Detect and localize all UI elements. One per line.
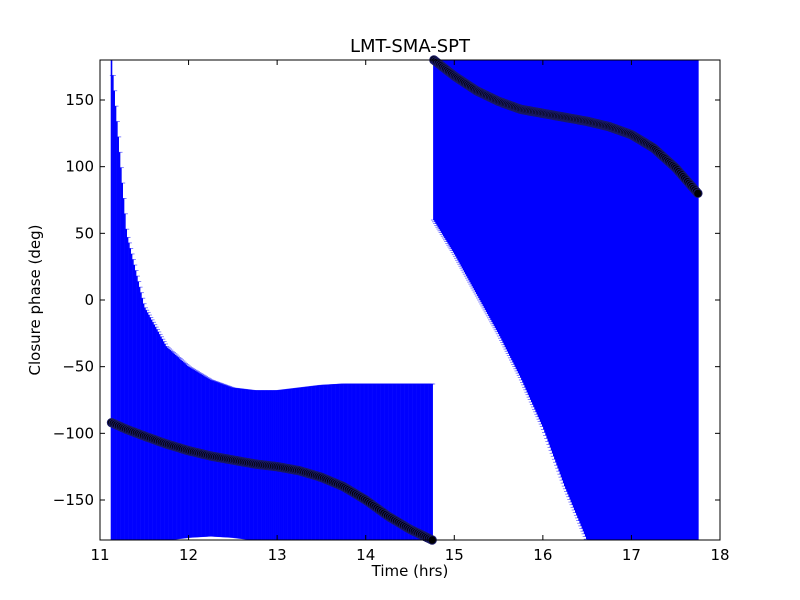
y-tick-label: 100 [65, 158, 94, 176]
y-tick-label: 50 [75, 224, 94, 242]
x-tick-label: 16 [533, 546, 552, 564]
chart-title: LMT-SMA-SPT [350, 36, 471, 57]
x-axis-label: Time (hrs) [371, 562, 449, 580]
y-tick-label: 0 [84, 291, 94, 309]
y-tick-label: 150 [65, 91, 94, 109]
x-axis-ticks: 11 12 13 14 15 16 17 18 [90, 60, 730, 564]
y-tick-label: −50 [62, 358, 94, 376]
y-tick-label: −100 [53, 424, 94, 442]
y-tick-label: −150 [53, 491, 94, 509]
x-tick-label: 15 [445, 546, 464, 564]
x-tick-label: 18 [710, 546, 729, 564]
x-tick-label: 17 [622, 546, 641, 564]
data-point [693, 188, 703, 199]
x-tick-label: 13 [268, 546, 287, 564]
y-axis-ticks: −150 −100 −50 0 50 100 150 [53, 91, 720, 509]
x-tick-label: 14 [356, 546, 375, 564]
y-axis-label: Closure phase (deg) [26, 225, 44, 376]
x-tick-label: 11 [90, 546, 109, 564]
x-tick-label: 12 [179, 546, 198, 564]
